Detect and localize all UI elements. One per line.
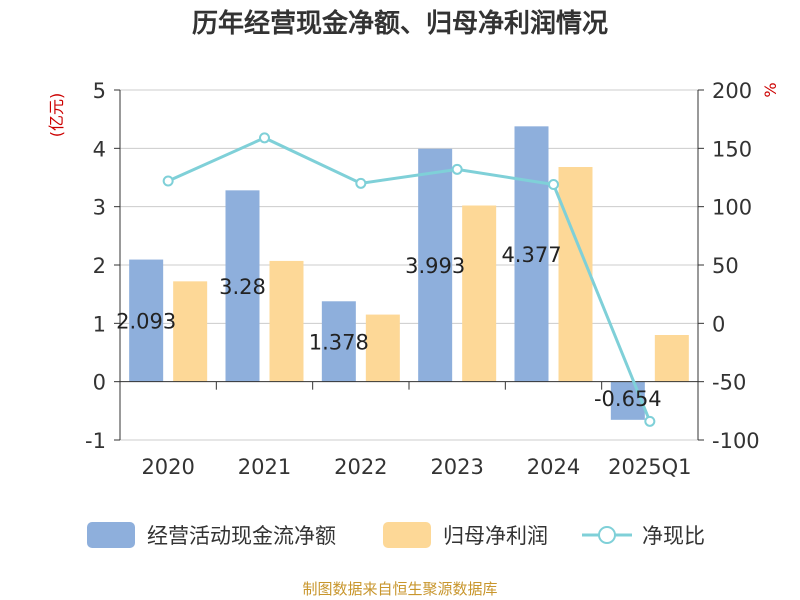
legend-label-net-profit: 归母净利润 bbox=[443, 524, 548, 548]
y-right-tick-label: 200 bbox=[712, 79, 752, 103]
net-profit-bar bbox=[173, 281, 208, 382]
y-left-tick-label: 1 bbox=[93, 312, 106, 336]
ratio-point bbox=[548, 179, 559, 190]
cashflow-bar bbox=[129, 259, 164, 382]
ratio-point bbox=[451, 163, 463, 175]
legend-swatch-net-profit bbox=[383, 522, 431, 548]
cashflow-bar bbox=[418, 148, 453, 382]
y-right-tick-label: -100 bbox=[712, 429, 760, 453]
y-left-unit: (亿元) bbox=[47, 93, 66, 138]
cashflow-bar bbox=[514, 126, 549, 382]
net-profit-bar bbox=[365, 314, 400, 382]
ratio-point bbox=[162, 175, 174, 187]
net-profit-bar bbox=[558, 167, 593, 382]
x-tick-label: 2025Q1 bbox=[608, 455, 691, 479]
x-tick-label: 2020 bbox=[141, 455, 194, 479]
net-profit-bar bbox=[269, 260, 304, 382]
data-labels: 2.093 3.28 1.378 3.993 4.377 -0.654 bbox=[116, 243, 662, 411]
y-left-tick-label: 3 bbox=[93, 196, 106, 220]
y-left-tick-label: 2 bbox=[93, 254, 106, 278]
cashflow-data-label: 3.28 bbox=[219, 275, 266, 299]
axes: -1 0 1 2 3 4 5 -100 -50 0 50 100 150 200 2020 2021 2022 2… bbox=[85, 79, 760, 479]
source-note: 制图数据来自恒生聚源数据库 bbox=[302, 580, 497, 598]
y-right-tick-label: 100 bbox=[712, 196, 752, 220]
ratio-point bbox=[355, 177, 367, 189]
net-profit-bar bbox=[462, 205, 497, 382]
x-tick-label: 2022 bbox=[334, 455, 387, 479]
legend-swatch-cashflow bbox=[87, 522, 135, 548]
cashflow-data-label: -0.654 bbox=[594, 387, 662, 411]
y-right-tick-label: -50 bbox=[712, 371, 746, 395]
y-left-tick-label: 4 bbox=[93, 137, 106, 161]
net-profit-bar bbox=[654, 335, 689, 382]
cashflow-bar bbox=[321, 301, 356, 382]
cashflow-data-label: 3.993 bbox=[405, 254, 465, 278]
cashflow-data-label: 1.378 bbox=[309, 330, 369, 354]
gridlines bbox=[120, 89, 698, 441]
ratio-line bbox=[162, 132, 656, 427]
y-left-tick-label: 0 bbox=[93, 371, 106, 395]
y-left-tick-label: -1 bbox=[85, 429, 106, 453]
ratio-point bbox=[644, 415, 656, 427]
ratio-line-path bbox=[167, 136, 652, 422]
y-right-tick-label: 50 bbox=[712, 254, 739, 278]
y-right-tick-label: 0 bbox=[712, 312, 725, 336]
bars bbox=[129, 126, 689, 420]
x-tick-label: 2023 bbox=[430, 455, 483, 479]
cashflow-data-label: 2.093 bbox=[116, 310, 176, 334]
legend-label-cashflow: 经营活动现金流净额 bbox=[147, 524, 336, 548]
cashflow-data-label: 4.377 bbox=[501, 243, 561, 267]
x-tick-label: 2024 bbox=[527, 455, 580, 479]
legend-label-ratio: 净现比 bbox=[642, 524, 705, 548]
x-tick-label: 2021 bbox=[238, 455, 291, 479]
legend: 经营活动现金流净额 归母净利润 净现比 bbox=[87, 522, 705, 548]
y-right-unit: % bbox=[761, 82, 780, 97]
y-left-tick-label: 5 bbox=[93, 79, 106, 103]
chart-title: 历年经营现金净额、归母净利润情况 bbox=[192, 8, 608, 39]
cashflow-bar bbox=[225, 190, 260, 382]
cashflow-bar bbox=[610, 381, 645, 420]
ratio-point bbox=[259, 132, 270, 144]
legend-swatch-ratio-marker bbox=[598, 526, 616, 544]
y-right-tick-label: 150 bbox=[712, 137, 752, 161]
